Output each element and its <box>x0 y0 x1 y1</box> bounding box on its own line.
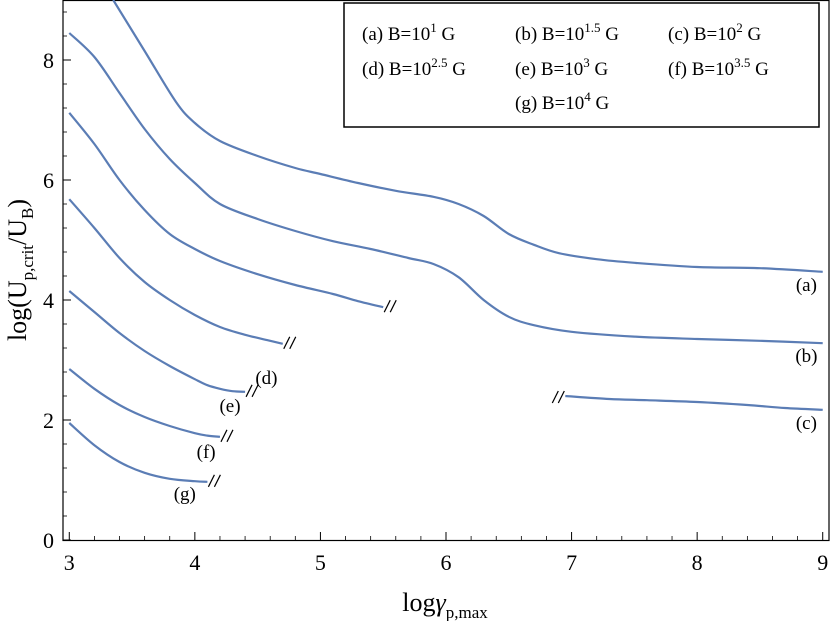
legend-entry-d: (d) B=102.5 G <box>362 55 466 80</box>
curve-label: (b) <box>795 346 817 367</box>
legend-entry-a: (a) B=101 G <box>362 20 455 45</box>
axis-break-mark <box>207 474 221 488</box>
legend-entry-c: (c) B=102 G <box>668 20 761 45</box>
legend-entry-g: (g) B=104 G <box>515 89 610 114</box>
legend: (a) B=101 G (b) B=101.5 G (c) B=102 G (d) B… <box>343 2 820 128</box>
y-axis-title: log(Up,crit/UB) <box>3 199 37 341</box>
curve-label: (c) <box>796 413 817 434</box>
axis-break-mark <box>283 336 297 350</box>
axis-break-mark <box>220 429 234 443</box>
x-tick-label: 4 <box>189 550 200 575</box>
y-tick-label: 6 <box>43 168 54 193</box>
y-tick-label: 0 <box>43 528 54 553</box>
x-tick-label: 3 <box>64 550 75 575</box>
series-line-g <box>68 422 208 483</box>
x-tick-label: 7 <box>566 550 577 575</box>
x-axis-title: logγp,max <box>402 588 488 621</box>
series-line-c <box>68 112 384 309</box>
y-tick-label: 2 <box>43 408 54 433</box>
legend-entry-f: (f) B=103.5 G <box>668 55 769 80</box>
curve-labels: (a) (b) (c) (d) (e) (f) (g) <box>174 275 818 505</box>
legend-entry-e: (e) B=103 G <box>515 55 608 80</box>
curve-label: (a) <box>796 275 817 296</box>
curve-label: (g) <box>174 484 196 505</box>
plot-area-border <box>62 0 830 542</box>
axis-ticks: 3 4 5 6 7 8 9 0 2 4 6 8 <box>43 11 828 575</box>
curve-label: (f) <box>197 442 216 463</box>
x-tick-label: 5 <box>315 550 326 575</box>
series-line-b <box>68 32 823 345</box>
x-tick-label: 8 <box>692 550 703 575</box>
series-line-d <box>68 198 284 345</box>
plot-frame <box>62 0 830 542</box>
curve-label: (d) <box>255 368 277 389</box>
series-line-e <box>68 290 246 393</box>
series-line-c-continued <box>565 394 823 411</box>
x-tick-label: 6 <box>441 550 452 575</box>
y-tick-label: 8 <box>43 48 54 73</box>
series-layer <box>68 0 823 488</box>
curve-label: (e) <box>219 396 240 417</box>
legend-entry-b: (b) B=101.5 G <box>515 20 619 45</box>
axis-break-mark <box>551 390 565 404</box>
series-line-f <box>68 368 221 438</box>
x-tick-label: 9 <box>817 550 828 575</box>
y-tick-label: 4 <box>43 288 54 313</box>
legend-box <box>343 2 820 128</box>
axis-break-mark <box>245 384 259 398</box>
axis-break-mark <box>383 299 397 313</box>
series-line-a <box>112 0 823 273</box>
